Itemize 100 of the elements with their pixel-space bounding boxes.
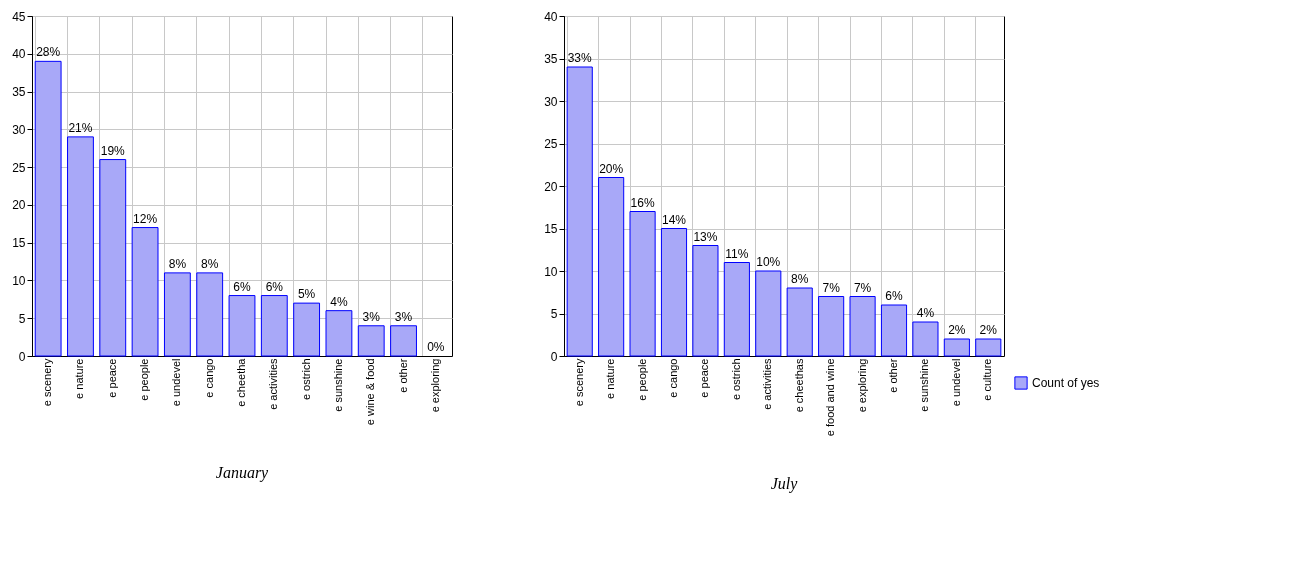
y-tick-label: 20 xyxy=(12,198,26,213)
text: 11% xyxy=(725,246,749,261)
text: 8% xyxy=(168,256,187,271)
y-tick-label: 15 xyxy=(544,222,558,236)
x-tick-label: e undevel xyxy=(949,358,962,407)
text: 13% xyxy=(693,229,718,244)
text: 8% xyxy=(791,272,809,286)
text: 6% xyxy=(885,289,903,303)
x-tick-label: e cango xyxy=(202,358,215,398)
x-tick-label: e food and wine xyxy=(824,358,837,437)
x-tick-label: e undevel xyxy=(170,358,183,407)
text: 3% xyxy=(394,309,413,324)
bar xyxy=(660,228,688,357)
y-tick-label: 30 xyxy=(12,122,26,137)
text: 12% xyxy=(133,211,158,226)
bar xyxy=(786,287,813,357)
x-tick-label: e ostrich xyxy=(299,358,312,401)
x-tick-label: e exploring xyxy=(428,358,441,413)
bar xyxy=(293,302,321,357)
text: 6% xyxy=(233,279,251,294)
bar xyxy=(163,272,191,357)
y-tick-label: 35 xyxy=(12,85,26,100)
text: 7% xyxy=(822,280,840,295)
x-tick-label: e wine & food xyxy=(364,358,377,426)
bar xyxy=(390,325,417,357)
text: 16% xyxy=(630,195,655,210)
y-tick-label: 10 xyxy=(544,264,558,279)
x-tick-label: e peace xyxy=(105,358,118,398)
y-tick-label: 40 xyxy=(544,9,558,24)
text: 2% xyxy=(948,323,966,337)
y-tick-label: 20 xyxy=(544,179,558,194)
bar xyxy=(598,177,625,357)
bar xyxy=(325,310,353,357)
bar xyxy=(818,296,845,357)
x-tick-label: e nature xyxy=(604,358,617,399)
x-tick-label: e other xyxy=(396,358,409,393)
bar xyxy=(34,60,62,357)
y-tick-label: 0 xyxy=(18,349,26,364)
x-tick-label: e activities xyxy=(761,358,774,410)
y-tick-label: 15 xyxy=(12,236,26,251)
text: 20% xyxy=(599,161,624,176)
text: 8% xyxy=(201,256,219,271)
text: January xyxy=(215,463,270,482)
x-tick-label: e cango xyxy=(667,358,679,398)
y-tick-label: 10 xyxy=(12,273,26,288)
x-tick-label: e peace xyxy=(698,358,711,398)
x-tick-label: e other xyxy=(887,358,899,393)
text: 4% xyxy=(330,294,348,309)
text: July xyxy=(770,474,799,493)
bar xyxy=(196,272,224,357)
y-tick-label: 45 xyxy=(12,9,26,24)
text: 28% xyxy=(36,45,61,60)
text: 0% xyxy=(427,340,445,354)
x-tick-label: e sunshine xyxy=(331,358,344,412)
text: 14% xyxy=(661,212,687,227)
x-tick-label: e cheethas xyxy=(792,358,805,413)
y-tick-label: 5 xyxy=(550,307,558,321)
bar xyxy=(943,338,970,357)
text: 21% xyxy=(68,120,93,135)
bar xyxy=(975,338,1002,357)
x-tick-label: e nature xyxy=(73,358,86,399)
bar xyxy=(67,136,94,357)
bar xyxy=(131,227,159,357)
x-tick-label: e ostrich xyxy=(729,358,742,401)
bar xyxy=(723,262,750,357)
text: 19% xyxy=(100,143,125,158)
x-tick-label: e scenery xyxy=(41,358,54,407)
text: 6% xyxy=(265,279,283,294)
text: 7% xyxy=(853,280,872,295)
x-tick-label: e people xyxy=(138,358,151,401)
bar xyxy=(755,270,782,357)
x-tick-label: e people xyxy=(635,358,648,401)
bar xyxy=(99,159,127,357)
text: 10% xyxy=(756,255,781,269)
text: 4% xyxy=(916,306,935,320)
bar xyxy=(566,66,593,357)
y-tick-label: 0 xyxy=(550,349,558,364)
bar xyxy=(228,295,256,357)
y-tick-label: 25 xyxy=(544,137,558,151)
bar xyxy=(357,325,385,357)
x-tick-label: e sunshine xyxy=(918,358,931,412)
x-tick-label: e activities xyxy=(267,358,280,410)
bar xyxy=(692,245,719,357)
x-tick-label: e exploring xyxy=(855,358,868,413)
bar xyxy=(629,211,656,357)
x-tick-label: e culture xyxy=(981,358,994,401)
legend-label: Count of yes xyxy=(1032,376,1100,390)
x-tick-label: e cheetha xyxy=(235,357,247,407)
x-tick-label: e scenery xyxy=(572,358,585,407)
y-tick-label: 25 xyxy=(12,160,26,175)
y-tick-label: 30 xyxy=(544,94,558,109)
bar xyxy=(880,304,908,357)
text: 2% xyxy=(979,323,997,337)
bar xyxy=(912,321,939,357)
bar xyxy=(260,295,288,357)
text: 33% xyxy=(567,51,592,65)
y-tick-label: 35 xyxy=(544,52,558,66)
y-tick-label: 5 xyxy=(18,311,26,326)
text: 3% xyxy=(362,309,380,324)
bar xyxy=(849,296,876,357)
